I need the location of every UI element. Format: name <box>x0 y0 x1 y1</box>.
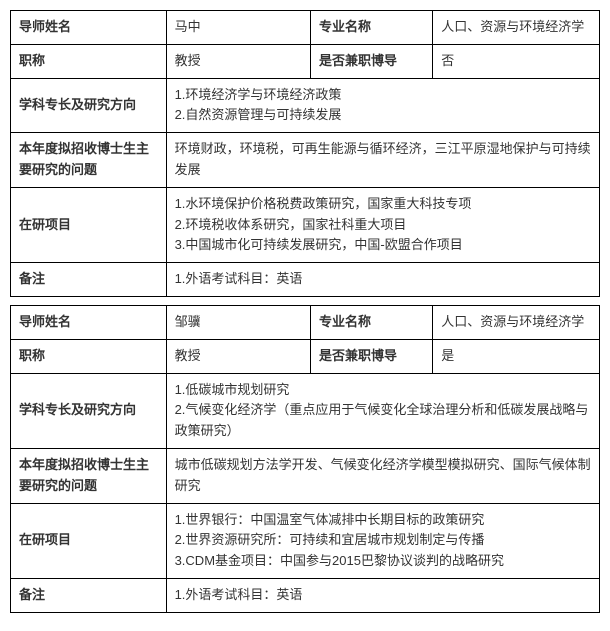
major-value: 人口、资源与环境经济学 <box>433 305 600 339</box>
dual-label: 是否兼职博导 <box>311 339 433 373</box>
dual-label: 是否兼职博导 <box>311 44 433 78</box>
dual-value: 否 <box>433 44 600 78</box>
topic-label: 本年度拟招收博士生主要研究的问题 <box>11 133 167 188</box>
advisor-record-2: 导师姓名 邹骥 专业名称 人口、资源与环境经济学 职称 教授 是否兼职博导 是 … <box>10 305 600 613</box>
dual-value: 是 <box>433 339 600 373</box>
proj-value: 1.水环境保护价格税费政策研究，国家重大科技专项2.环境税收体系研究，国家社科重… <box>166 187 599 262</box>
note-value: 1.外语考试科目：英语 <box>166 578 599 612</box>
name-label: 导师姓名 <box>11 305 167 339</box>
name-label: 导师姓名 <box>11 11 167 45</box>
field-value: 1.低碳城市规划研究2.气候变化经济学（重点应用于气候变化全球治理分析和低碳发展… <box>166 373 599 448</box>
title-value: 教授 <box>166 339 310 373</box>
name-value: 马中 <box>166 11 310 45</box>
field-label: 学科专长及研究方向 <box>11 373 167 448</box>
title-label: 职称 <box>11 44 167 78</box>
field-label: 学科专长及研究方向 <box>11 78 167 133</box>
major-label: 专业名称 <box>311 11 433 45</box>
field-value: 1.环境经济学与环境经济政策2.自然资源管理与可持续发展 <box>166 78 599 133</box>
note-label: 备注 <box>11 578 167 612</box>
advisor-record-1: 导师姓名 马中 专业名称 人口、资源与环境经济学 职称 教授 是否兼职博导 否 … <box>10 10 600 297</box>
note-value: 1.外语考试科目：英语 <box>166 263 599 297</box>
proj-value: 1.世界银行：中国温室气体减排中长期目标的政策研究2.世界资源研究所：可持续和宜… <box>166 503 599 578</box>
major-value: 人口、资源与环境经济学 <box>433 11 600 45</box>
topic-value: 城市低碳规划方法学开发、气候变化经济学模型模拟研究、国际气候体制研究 <box>166 448 599 503</box>
proj-label: 在研项目 <box>11 187 167 262</box>
note-label: 备注 <box>11 263 167 297</box>
topic-value: 环境财政，环境税，可再生能源与循环经济，三江平原湿地保护与可持续发展 <box>166 133 599 188</box>
topic-label: 本年度拟招收博士生主要研究的问题 <box>11 448 167 503</box>
title-label: 职称 <box>11 339 167 373</box>
name-value: 邹骥 <box>166 305 310 339</box>
major-label: 专业名称 <box>311 305 433 339</box>
proj-label: 在研项目 <box>11 503 167 578</box>
title-value: 教授 <box>166 44 310 78</box>
